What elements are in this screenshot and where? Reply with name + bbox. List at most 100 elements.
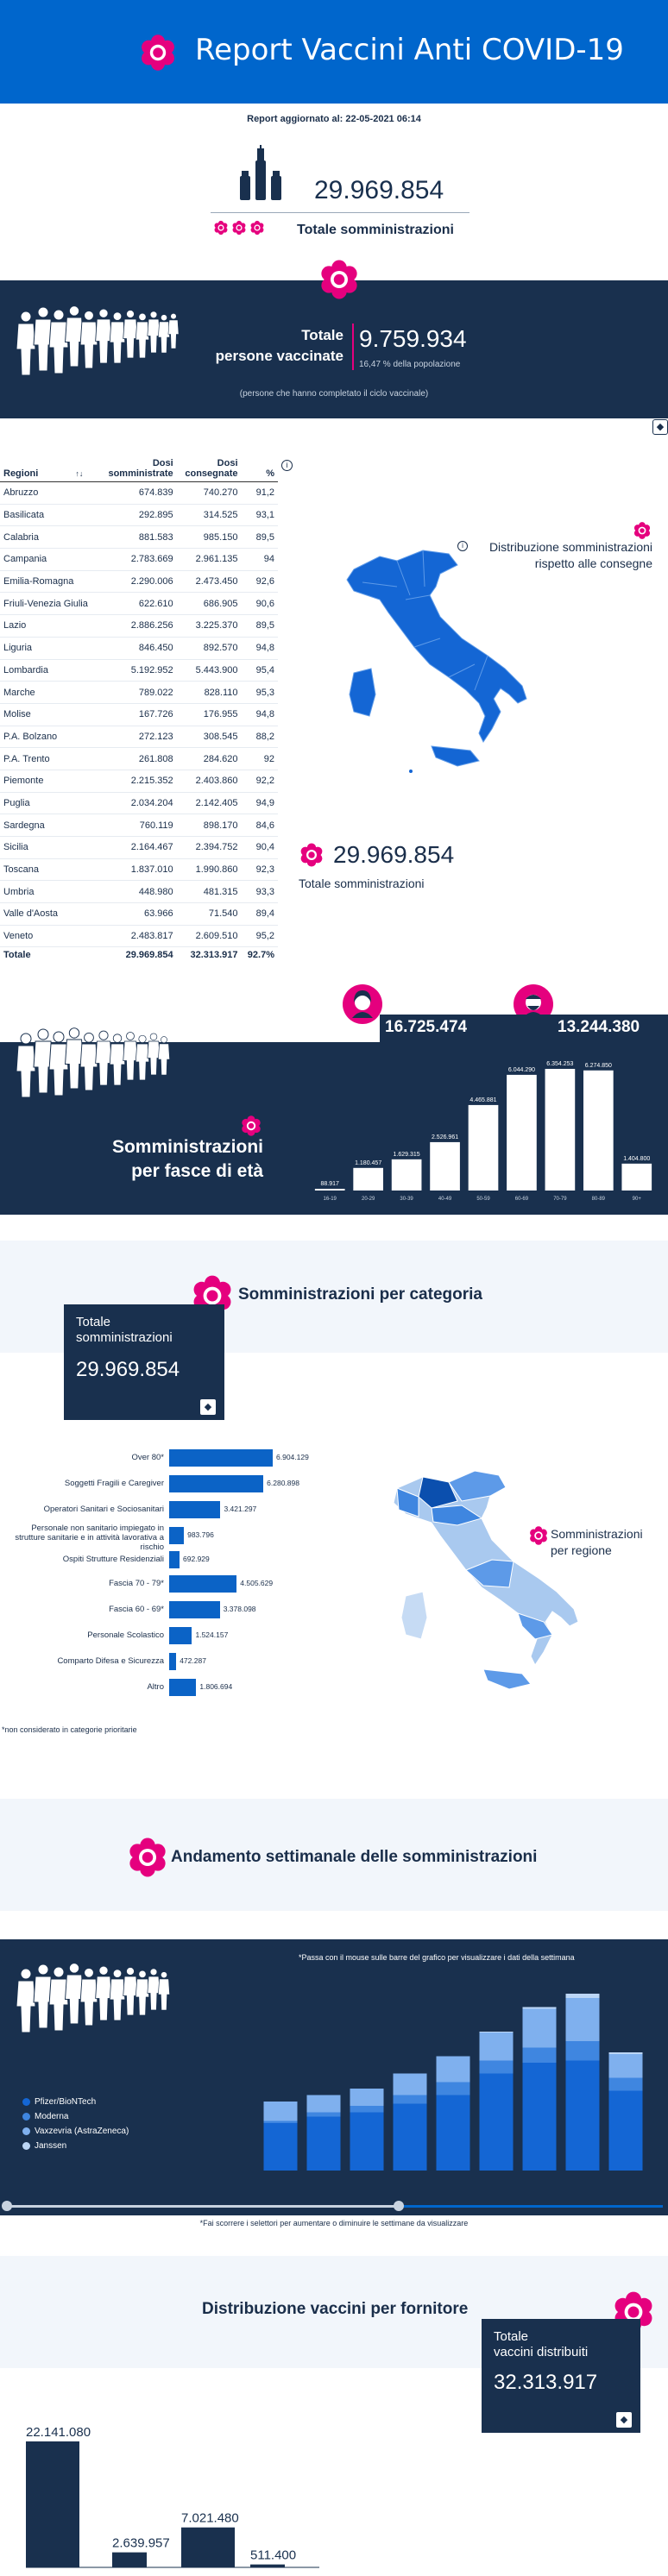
vaccinated-label-line1: Totale (301, 327, 343, 343)
italy-map[interactable] (328, 535, 535, 785)
table-row[interactable]: Valle d'Aosta 63.966 71.540 89,4 (0, 902, 278, 926)
category-bar[interactable] (169, 1575, 237, 1593)
category-bar[interactable] (169, 1449, 273, 1467)
age-bar-label: 6.354.253 (546, 1061, 573, 1067)
table-row[interactable]: Piemonte 2.215.352 2.403.860 92,2 (0, 770, 278, 793)
category-bar[interactable] (169, 1653, 177, 1670)
age-tick-label: 20-29 (362, 1197, 375, 1202)
weekly-bar-segment (522, 2063, 557, 2171)
category-bar[interactable] (169, 1475, 264, 1492)
table-row[interactable]: Marche 789.022 828.110 95,3 (0, 681, 278, 704)
map-info-icon[interactable]: i (457, 541, 468, 551)
category-bar[interactable] (169, 1679, 197, 1696)
table-row[interactable]: Calabria 881.583 985.150 89,5 (0, 525, 278, 550)
table-row[interactable]: Lombardia 5.192.952 5.443.900 95,4 (0, 659, 278, 682)
table-cell-name: Puglia (0, 792, 99, 815)
week-range-handle-right[interactable] (394, 2201, 404, 2211)
map-total-value: 29.969.854 (333, 841, 455, 868)
table-row[interactable]: Liguria 846.450 892.570 94,8 (0, 637, 278, 660)
table-row[interactable]: P.A. Bolzano 272.123 308.545 88,2 (0, 726, 278, 749)
age-bar (391, 1159, 422, 1191)
flowers-icon (214, 220, 264, 236)
gender-values-bg (380, 1015, 668, 1042)
age-bar-label: 88.917 (321, 1181, 340, 1187)
legend-pfizer[interactable]: Pfizer/BioNTech (22, 2095, 129, 2109)
table-row[interactable]: Friuli-Venezia Giulia 622.610 686.905 90,6 (0, 592, 278, 616)
table-row[interactable]: Lazio 2.886.256 3.225.370 89,5 (0, 614, 278, 638)
supplier-value-label: 7.021.480 (181, 2511, 239, 2526)
region-map-label2: per regione (551, 1543, 612, 1557)
sort-icon[interactable]: ↑↓ (75, 469, 84, 478)
category-bar[interactable] (169, 1627, 192, 1644)
category-bar[interactable] (169, 1527, 185, 1544)
supplier-value-label: 22.141.080 (26, 2426, 91, 2440)
table-row[interactable]: Sicilia 2.164.467 2.394.752 90,4 (0, 836, 278, 859)
category-bar-chart[interactable]: Over 80* 6.904.129 Soggetti Fragili e Care… (0, 1441, 362, 1700)
table-row[interactable]: Veneto 2.483.817 2.609.510 95,2 (0, 925, 278, 948)
total-cell-name: Totale (0, 946, 99, 964)
info-icon[interactable]: i (281, 460, 293, 471)
header-bar: Report Vaccini Anti COVID-19 (0, 0, 668, 104)
table-row[interactable]: Umbria 448.980 481.315 93,3 (0, 880, 278, 904)
eraser-button[interactable]: ◆ (652, 419, 668, 435)
table-cell-pct: 93,1 (241, 504, 278, 527)
weekly-bar-segment (522, 2047, 557, 2063)
weekly-stacked-chart[interactable] (259, 1981, 647, 2191)
col-percent[interactable]: % (241, 456, 278, 482)
vaccinated-percentage: 16,47 % della popolazione (359, 360, 461, 369)
table-row[interactable]: P.A. Trento 261.808 284.620 92 (0, 747, 278, 770)
supplier-bar-chart[interactable]: 22.141.080 2.639.957 7.021.480 511.400 (26, 2426, 337, 2576)
legend-janssen[interactable]: Janssen (22, 2139, 129, 2153)
table-cell-name: Piemonte (0, 770, 99, 793)
weekly-bar-segment (479, 2073, 514, 2171)
table-row[interactable]: Molise 167.726 176.955 94,8 (0, 703, 278, 726)
category-bar[interactable] (169, 1601, 220, 1618)
category-bar[interactable] (169, 1501, 221, 1518)
weekly-bar-segment (263, 2123, 298, 2171)
category-label: Fascia 70 - 79* (109, 1579, 164, 1588)
table-cell-deliv: 740.270 (176, 481, 242, 505)
table-cell-admin: 622.610 (98, 592, 177, 616)
table-row[interactable]: Emilia-Romagna 2.290.006 2.473.450 92,6 (0, 570, 278, 594)
age-bar-chart[interactable]: 88.917 16-19 1.180.457 20-29 1.629.315 30-39 2… (311, 1052, 656, 1206)
table-cell-deliv: 3.225.370 (176, 614, 242, 638)
col-region[interactable]: Regioni ↑↓ (0, 456, 99, 482)
category-label: Altro (147, 1682, 164, 1692)
category-value: 692.929 (183, 1555, 210, 1563)
legend-astrazeneca[interactable]: Vaxzevria (AstraZeneca) (22, 2124, 129, 2139)
category-value: 4.505.629 (240, 1579, 274, 1587)
category-bar[interactable] (169, 1551, 180, 1568)
table-row[interactable]: Campania 2.783.669 2.961.135 94 (0, 548, 278, 571)
category-title: Somministrazioni per categoria (238, 1285, 482, 1304)
flower-logo-icon (142, 35, 174, 71)
legend-moderna[interactable]: Moderna (22, 2109, 129, 2124)
table-row[interactable]: Toscana 1.837.010 1.990.860 92,3 (0, 858, 278, 882)
table-row[interactable]: Sardegna 760.119 898.170 84,6 (0, 814, 278, 837)
weekly-legend: Pfizer/BioNTech Moderna Vaxzevria (Astra… (22, 2095, 129, 2153)
table-row[interactable]: Abruzzo 674.839 740.270 91,2 (0, 481, 278, 505)
week-range-slider-track[interactable] (5, 2205, 663, 2208)
total-cell-admin: 29.969.854 (98, 946, 177, 964)
age-title-line2: per fasce di età (131, 1161, 263, 1181)
table-row[interactable]: Puglia 2.034.204 2.142.405 94,9 (0, 792, 278, 815)
weekly-bar-segment (479, 2032, 514, 2033)
table-cell-admin: 63.966 (98, 902, 177, 926)
weekly-bar-segment (479, 2060, 514, 2074)
age-tick-label: 50-59 (476, 1197, 490, 1202)
table-cell-pct: 91,2 (241, 481, 278, 505)
col-administered[interactable]: Dosi somministrate (98, 456, 177, 482)
table-cell-pct: 92,6 (241, 570, 278, 594)
table-row[interactable]: Basilicata 292.895 314.525 93,1 (0, 504, 278, 527)
table-cell-pct: 95,4 (241, 659, 278, 682)
table-cell-pct: 94 (241, 548, 278, 571)
col-delivered[interactable]: Dosi consegnate (176, 456, 242, 482)
category-label: Personale Scolastico (87, 1630, 164, 1640)
category-label: Soggetti Fragili e Caregiver (64, 1479, 164, 1488)
eraser-icon[interactable]: ◆ (616, 2412, 632, 2428)
week-range-handle-left[interactable] (2, 2201, 12, 2211)
eraser-icon[interactable]: ◆ (200, 1399, 216, 1415)
italy-region-map[interactable] (380, 1458, 587, 1708)
vaccinated-label-line2: persone vaccinate (215, 348, 343, 364)
category-value: 6.280.898 (267, 1479, 299, 1487)
table-cell-admin: 2.483.817 (98, 925, 177, 948)
